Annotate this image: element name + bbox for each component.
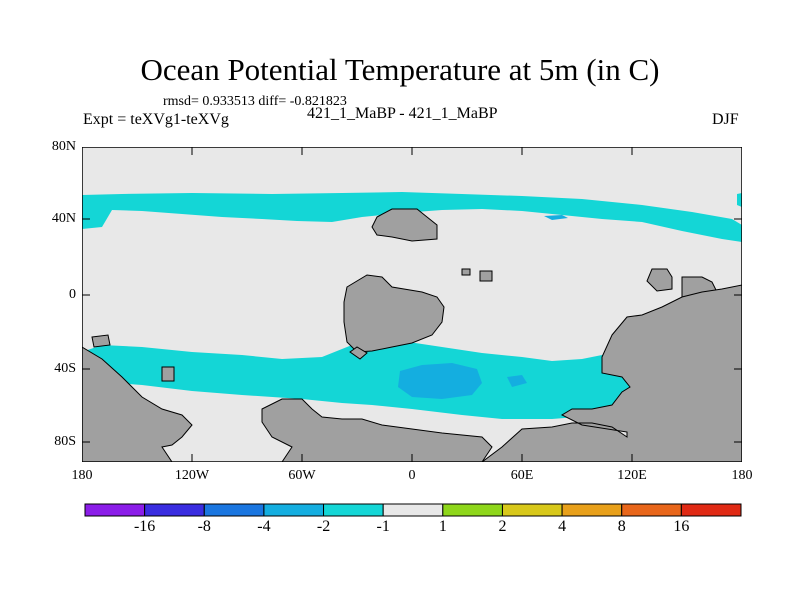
colorbar-box [144, 503, 205, 517]
land-islands-east [461, 268, 471, 276]
colorbar-label: 16 [673, 518, 690, 535]
lon-label-120w: 120W [174, 468, 210, 483]
colorbar-label: -1 [376, 518, 390, 535]
lon-label-180w: 180 [71, 468, 93, 483]
experiment-label: Expt = teXVg1-teXVg [83, 111, 229, 128]
experiment-pair-label: 421_1_MaBP - 421_1_MaBP [307, 105, 498, 122]
colorbar-label: -16 [133, 518, 156, 535]
blue-region-indian [507, 375, 527, 387]
lon-label-60e: 60E [510, 468, 534, 483]
cyan-region-north-east [737, 193, 742, 207]
colorbar-label: 2 [498, 518, 507, 535]
lon-label-120e: 120E [617, 468, 647, 483]
blue-region-north-atlantic [544, 215, 568, 220]
colorbar-box [680, 503, 742, 517]
y-ticks [82, 147, 742, 443]
land-islands-east-2 [479, 270, 493, 282]
difference-map [82, 147, 742, 462]
land-africa-west-bump [349, 346, 368, 360]
colorbar-label: 4 [558, 518, 567, 535]
lat-label-40n: 40N [51, 211, 76, 226]
colorbar-box [621, 503, 682, 517]
lon-label-60w: 60W [288, 468, 316, 483]
colorbar-box [203, 503, 265, 517]
x-ticks [191, 147, 633, 462]
land-africa [343, 274, 445, 353]
colorbar-box [323, 503, 384, 517]
colorbar-label: -2 [316, 518, 331, 535]
lat-label-80n: 80N [51, 139, 76, 154]
land-north-europe [371, 208, 438, 242]
colorbar-box [442, 503, 503, 517]
colorbar-box [382, 503, 444, 517]
lat-label-eq: 0 [69, 287, 76, 302]
chart-title: Ocean Potential Temperature at 5m (in C) [140, 52, 660, 87]
colorbar-box [263, 503, 325, 517]
stats-label: rmsd= 0.933513 diff= -0.821823 [163, 94, 347, 109]
land-antarctica-east [481, 284, 742, 462]
land-south-america [82, 346, 193, 462]
colorbar-label: -4 [257, 518, 271, 535]
colorbar-box [501, 503, 563, 517]
blue-region-south-atlantic [398, 363, 482, 399]
colorbar [84, 503, 742, 517]
lat-label-80s: 80S [54, 434, 76, 449]
lon-label-0: 0 [408, 468, 416, 483]
cyan-region-south [82, 307, 742, 419]
colorbar-label: 8 [617, 518, 626, 535]
colorbar-label: 1 [438, 518, 447, 535]
land-east-asia [646, 268, 673, 292]
colorbar-box [561, 503, 623, 517]
lat-label-40s: 40S [54, 361, 76, 376]
land-south-small [161, 366, 175, 382]
colorbar-label: -8 [197, 518, 211, 535]
lon-label-180e: 180 [731, 468, 753, 483]
colorbar-box [84, 503, 146, 517]
season-label: DJF [712, 111, 739, 128]
land-antarctica-west [261, 398, 493, 462]
cyan-region-north [82, 192, 742, 242]
land-south-west-ridge [91, 334, 111, 348]
